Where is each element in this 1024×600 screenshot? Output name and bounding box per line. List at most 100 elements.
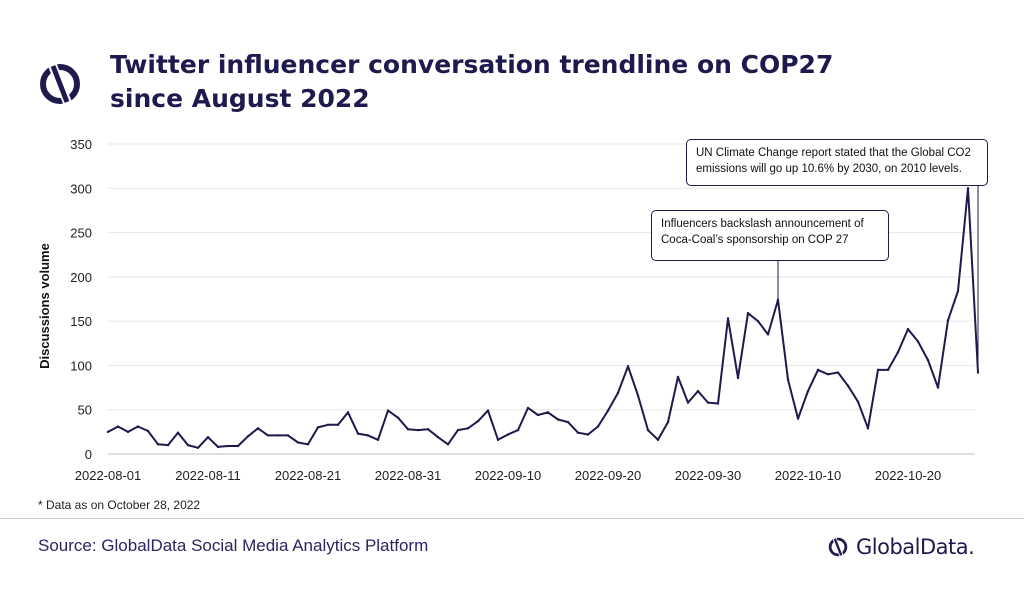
data-point <box>436 435 440 439</box>
data-point <box>866 427 870 430</box>
data-point <box>106 430 110 434</box>
data-point <box>496 438 500 442</box>
x-tick-label: 2022-08-21 <box>275 468 342 483</box>
annotation-un-climate-report: UN Climate Change report stated that the… <box>686 139 988 186</box>
data-point <box>506 433 510 436</box>
y-tick-label: 200 <box>70 270 92 285</box>
data-point <box>326 423 330 426</box>
data-point <box>636 394 640 397</box>
data-point <box>346 411 350 414</box>
x-tick-label: 2022-10-10 <box>775 468 842 483</box>
divider <box>0 518 1024 519</box>
x-tick-label: 2022-08-31 <box>375 468 442 483</box>
data-point <box>386 409 390 412</box>
data-point <box>136 425 140 428</box>
data-point <box>426 428 430 431</box>
data-point <box>406 428 410 431</box>
data-point <box>476 420 480 423</box>
data-point <box>616 391 620 395</box>
data-point <box>886 368 890 372</box>
data-point <box>936 386 940 389</box>
data-point <box>466 427 470 430</box>
x-tick-label: 2022-08-11 <box>175 468 241 483</box>
data-point <box>146 429 150 433</box>
data-point <box>206 435 210 439</box>
x-tick-label: 2022-09-20 <box>575 468 642 483</box>
data-point <box>766 333 770 336</box>
data-point <box>186 443 190 447</box>
data-point <box>746 311 750 315</box>
data-points <box>106 187 980 449</box>
data-point <box>976 371 980 374</box>
data-point <box>716 402 720 405</box>
data-point <box>226 444 230 448</box>
data-point <box>216 445 220 449</box>
data-point <box>596 425 600 428</box>
data-point <box>956 289 960 293</box>
y-tick-label: 250 <box>70 226 92 241</box>
data-point <box>876 368 880 372</box>
data-point <box>806 389 810 393</box>
chart-title: Twitter influencer conversation trendlin… <box>110 50 834 113</box>
data-point <box>666 420 670 424</box>
data-point <box>756 319 760 323</box>
data-point <box>356 432 360 435</box>
data-point <box>236 444 240 448</box>
data-point <box>796 417 800 420</box>
data-point <box>316 426 320 429</box>
x-tick-label: 2022-08-01 <box>75 468 142 483</box>
annotation-coca-cola-sponsorship: Influencers backslash announcement of Co… <box>651 210 889 261</box>
data-point <box>676 375 680 379</box>
y-tick-label: 150 <box>70 314 92 329</box>
data-point <box>166 443 170 447</box>
y-tick-label: 50 <box>78 403 92 418</box>
data-point <box>246 435 250 438</box>
data-point <box>656 438 660 442</box>
data-point <box>906 327 910 331</box>
data-point <box>846 384 850 387</box>
gridlines <box>108 143 975 411</box>
globaldata-logo-icon <box>40 62 80 106</box>
y-axis-ticks: 0 50 100 150 200 250 300 350 <box>70 137 92 462</box>
data-point <box>416 428 420 432</box>
y-tick-label: 0 <box>85 447 92 462</box>
data-point <box>536 413 540 417</box>
data-point <box>336 423 340 426</box>
x-tick-label: 2022-09-30 <box>675 468 742 483</box>
data-point <box>586 433 590 436</box>
data-point <box>486 409 490 412</box>
data-point <box>456 428 460 432</box>
brand-logo: GlobalData. <box>826 530 975 564</box>
data-point <box>726 317 730 320</box>
data-point <box>366 434 370 437</box>
data-point <box>916 340 920 343</box>
series-line <box>107 187 979 449</box>
data-point <box>626 365 630 368</box>
data-point <box>306 443 310 446</box>
annotation-leaders <box>777 186 979 373</box>
annotation-text-line: emissions will go up 10.6% by 2030, on 2… <box>696 163 962 175</box>
annotation-text-line: Coca-Coal’s sponsorship on COP 27 <box>661 234 849 246</box>
data-point <box>856 400 860 403</box>
data-point <box>256 427 260 430</box>
data-point <box>396 416 400 419</box>
annotation-text-line: UN Climate Change report stated that the… <box>696 147 971 159</box>
source-text: Source: GlobalData Social Media Analytic… <box>38 536 429 555</box>
data-point <box>786 378 790 381</box>
data-point <box>926 358 930 362</box>
data-point <box>816 368 820 372</box>
data-point <box>526 406 530 410</box>
data-point <box>376 438 380 442</box>
y-tick-label: 350 <box>70 137 92 152</box>
data-point <box>546 411 550 414</box>
data-point <box>176 431 180 434</box>
data-point <box>736 376 740 380</box>
data-point <box>156 443 160 446</box>
data-point <box>946 319 950 322</box>
x-tick-label: 2022-10-20 <box>875 468 942 483</box>
data-point <box>266 434 270 437</box>
data-point <box>606 409 610 412</box>
annotation-text-line: Influencers backslash announcement of <box>661 218 864 230</box>
data-point <box>286 434 290 437</box>
